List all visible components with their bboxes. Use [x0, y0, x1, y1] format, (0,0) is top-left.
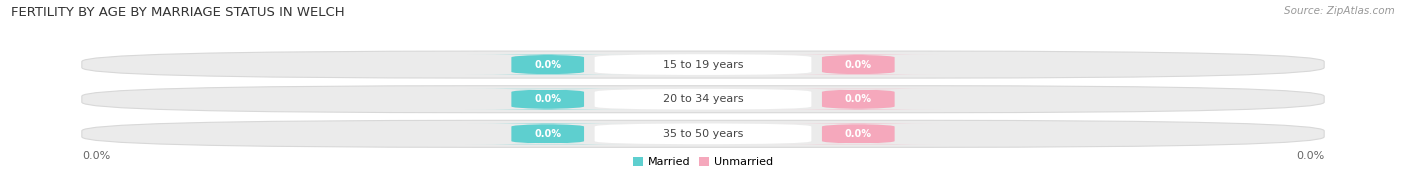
Legend: Married, Unmarried: Married, Unmarried: [628, 152, 778, 172]
FancyBboxPatch shape: [595, 123, 811, 144]
FancyBboxPatch shape: [82, 86, 1324, 113]
Text: 0.0%: 0.0%: [82, 151, 110, 161]
FancyBboxPatch shape: [82, 51, 1324, 78]
Text: 20 to 34 years: 20 to 34 years: [662, 94, 744, 104]
Text: 0.0%: 0.0%: [845, 129, 872, 139]
FancyBboxPatch shape: [595, 54, 811, 75]
Text: 0.0%: 0.0%: [845, 94, 872, 104]
Text: 0.0%: 0.0%: [534, 60, 561, 70]
FancyBboxPatch shape: [82, 120, 1324, 147]
Text: FERTILITY BY AGE BY MARRIAGE STATUS IN WELCH: FERTILITY BY AGE BY MARRIAGE STATUS IN W…: [11, 6, 344, 19]
FancyBboxPatch shape: [465, 89, 630, 110]
Text: 0.0%: 0.0%: [845, 60, 872, 70]
FancyBboxPatch shape: [776, 123, 941, 144]
Text: 0.0%: 0.0%: [1296, 151, 1324, 161]
Text: Source: ZipAtlas.com: Source: ZipAtlas.com: [1284, 6, 1395, 16]
Text: 0.0%: 0.0%: [534, 94, 561, 104]
FancyBboxPatch shape: [595, 89, 811, 110]
FancyBboxPatch shape: [776, 54, 941, 75]
FancyBboxPatch shape: [465, 123, 630, 144]
Text: 0.0%: 0.0%: [534, 129, 561, 139]
Text: 35 to 50 years: 35 to 50 years: [662, 129, 744, 139]
FancyBboxPatch shape: [776, 89, 941, 110]
FancyBboxPatch shape: [465, 54, 630, 75]
Text: 15 to 19 years: 15 to 19 years: [662, 60, 744, 70]
